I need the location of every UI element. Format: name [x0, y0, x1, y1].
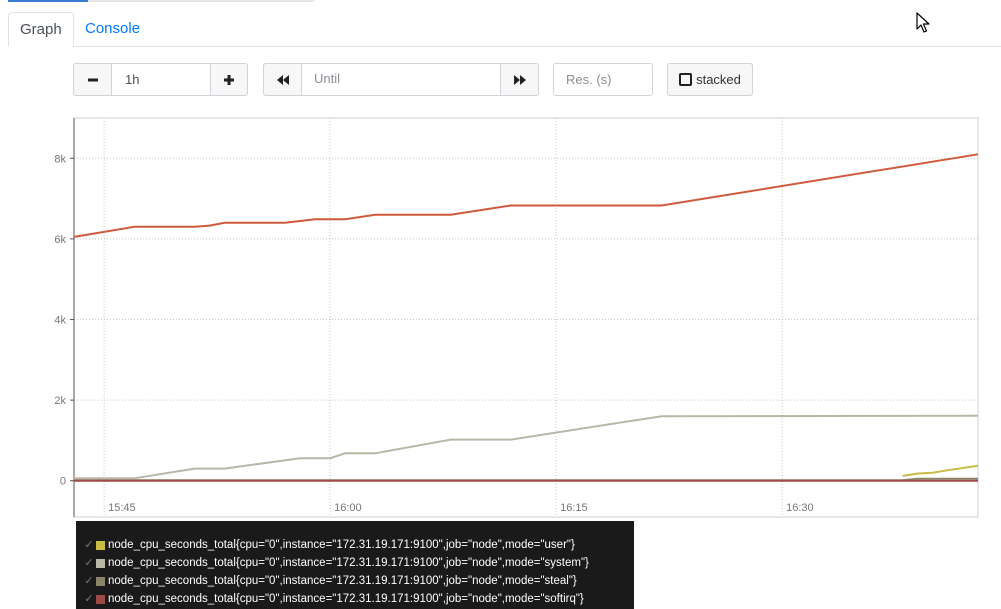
legend-label: node_cpu_seconds_total{cpu="0",instance=… — [108, 575, 577, 587]
series-line-1 — [74, 414, 979, 480]
y-tick-label: 4k — [54, 315, 66, 327]
legend-swatch — [96, 558, 105, 568]
legend-item[interactable]: ✓ node_cpu_seconds_total{cpu="0",instance… — [76, 572, 634, 590]
x-tick-label: 15:45 — [108, 502, 136, 514]
x-tick-label: 16:30 — [786, 502, 814, 514]
legend-swatch — [96, 576, 105, 586]
check-icon: ✓ — [84, 539, 94, 551]
mouse-pointer-icon — [916, 12, 930, 33]
cpu-chart: 0 2k 4k 6k 8k 15:45 16:00 16:15 16:30 — [54, 117, 979, 518]
check-icon: ✓ — [84, 575, 94, 587]
legend-item[interactable]: ✓ node_cpu_seconds_total{cpu="0",instance… — [76, 590, 634, 608]
legend-swatch — [96, 540, 105, 550]
decrease-range-button[interactable] — [73, 63, 112, 96]
y-tick-label: 0 — [60, 476, 66, 488]
legend-item[interactable]: ✓ node_cpu_seconds_total{cpu="0",instance… — [76, 536, 634, 554]
legend-label: node_cpu_seconds_total{cpu="0",instance=… — [108, 557, 589, 569]
stacked-toggle-button[interactable]: stacked — [667, 63, 753, 96]
stacked-label: stacked — [696, 72, 741, 87]
tab-bar: Graph Console — [8, 12, 1001, 47]
time-back-button[interactable] — [263, 63, 302, 96]
x-tick-label: 16:15 — [560, 502, 588, 514]
until-input[interactable]: Until — [301, 63, 501, 96]
legend-label: node_cpu_seconds_total{cpu="0",instance=… — [108, 539, 575, 551]
double-right-icon — [513, 74, 526, 85]
minus-icon — [87, 78, 98, 81]
checkbox-icon — [679, 73, 693, 86]
check-icon: ✓ — [84, 593, 94, 605]
series-line-4 — [73, 153, 979, 238]
legend-label: node_cpu_seconds_total{cpu="0",instance=… — [108, 593, 584, 605]
y-tick-label: 8k — [54, 153, 66, 165]
series-line-0 — [902, 464, 979, 477]
time-forward-button[interactable] — [500, 63, 539, 96]
resolution-input[interactable]: Res. (s) — [553, 63, 653, 96]
active-strip-indicator — [8, 0, 88, 2]
y-tick-label: 6k — [54, 234, 66, 246]
increase-range-button[interactable] — [210, 63, 248, 96]
graph-area: 0 2k 4k 6k 8k 15:45 16:00 16:15 16:30 — [0, 110, 1001, 520]
top-strip — [8, 0, 314, 2]
x-tick-label: 16:00 — [334, 502, 362, 514]
range-input[interactable]: 1h — [111, 63, 211, 96]
legend-item[interactable]: ✓ node_cpu_seconds_total{cpu="0",instance… — [76, 554, 634, 572]
plot-frame — [73, 117, 979, 518]
legend: ✓ node_cpu_seconds_total{cpu="0",instance… — [76, 521, 634, 609]
y-tick-label: 2k — [54, 395, 66, 407]
double-left-icon — [276, 74, 289, 85]
tab-graph[interactable]: Graph — [8, 12, 74, 47]
legend-swatch — [96, 594, 105, 604]
plus-icon — [224, 74, 234, 85]
tab-console[interactable]: Console — [85, 20, 141, 37]
check-icon: ✓ — [84, 557, 94, 569]
